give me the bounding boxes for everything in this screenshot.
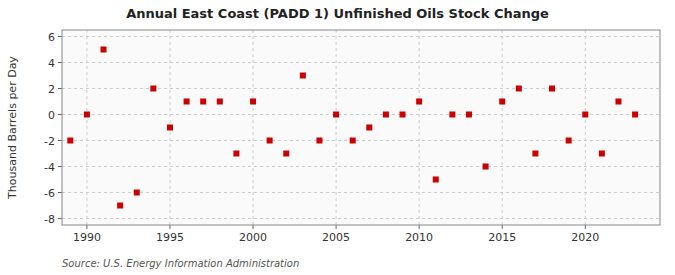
point [466, 112, 472, 118]
point [150, 86, 156, 92]
point [499, 99, 505, 105]
x-tick-label: 2005 [322, 231, 350, 244]
y-tick-label: -2 [44, 135, 55, 148]
x-tick-label: 2015 [488, 231, 516, 244]
x-tick-label: 2010 [405, 231, 433, 244]
point [582, 112, 588, 118]
x-tick-label: 1995 [156, 231, 184, 244]
point [134, 190, 140, 196]
axes: 1990 1995 2000 2005 2010 2015 2020 -8 -6 -4 -2 0 2 4 6 [44, 30, 660, 244]
y-grid-line [62, 218, 660, 219]
x-tick-label: 1990 [73, 231, 101, 244]
source-note: Source: U.S. Energy Information Administ… [62, 258, 299, 269]
chart-svg: 1990 1995 2000 2005 2010 2015 2020 -8 -6 -4 -2 0 2 4 6… [0, 0, 675, 275]
points [67, 47, 638, 209]
point [250, 99, 256, 105]
x-tick-label: 2020 [571, 231, 599, 244]
point [632, 112, 638, 118]
title: Annual East Coast (PADD 1) Unfinished Oi… [126, 6, 549, 21]
point [84, 112, 90, 118]
x-tick [86, 225, 87, 229]
point [167, 125, 173, 131]
y-grid-line [62, 166, 660, 167]
point [200, 99, 206, 105]
y-tick [58, 218, 62, 219]
y-tick-label: 6 [48, 31, 55, 44]
x-tick [419, 225, 420, 229]
point [416, 99, 422, 105]
y-tick [58, 166, 62, 167]
plot-background [62, 30, 660, 225]
y-tick [58, 36, 62, 37]
x-tick [585, 225, 586, 229]
x-grid-line [502, 30, 503, 225]
x-grid-line [585, 30, 586, 225]
point [615, 99, 621, 105]
y-grid-line [62, 114, 660, 115]
y-tick [58, 114, 62, 115]
point [283, 151, 289, 157]
grid [62, 30, 660, 225]
y-tick-label: 4 [48, 57, 55, 70]
point [400, 112, 406, 118]
x-tick [502, 225, 503, 229]
point [217, 99, 223, 105]
y-tick-label: 2 [48, 83, 55, 96]
point [566, 138, 572, 144]
y-tick-label: 0 [48, 109, 55, 122]
x-grid-line [419, 30, 420, 225]
y-tick-label: -6 [44, 187, 55, 200]
y-axis-label: Thousand Barrels per Day [6, 56, 19, 200]
point [383, 112, 389, 118]
x-grid-line [336, 30, 337, 225]
y-tick [58, 192, 62, 193]
point [316, 138, 322, 144]
chart-container: 1990 1995 2000 2005 2010 2015 2020 -8 -6 -4 -2 0 2 4 6… [0, 0, 675, 275]
y-tick-label: -8 [44, 213, 55, 226]
x-tick [169, 225, 170, 229]
point [516, 86, 522, 92]
y-tick-label: -4 [44, 161, 55, 174]
point [599, 151, 605, 157]
x-grid-line [253, 30, 254, 225]
y-tick [58, 62, 62, 63]
point [433, 177, 439, 183]
point [532, 151, 538, 157]
point [117, 203, 123, 209]
y-grid-line [62, 192, 660, 193]
x-grid-line [86, 30, 87, 225]
point [267, 138, 273, 144]
x-tick [253, 225, 254, 229]
x-tick [336, 225, 337, 229]
point [366, 125, 372, 131]
y-tick [58, 140, 62, 141]
point [483, 164, 489, 170]
x-tick-label: 2000 [239, 231, 267, 244]
plot-frame [62, 30, 660, 225]
point [333, 112, 339, 118]
y-grid-line [62, 62, 660, 63]
point [549, 86, 555, 92]
point [300, 73, 306, 79]
y-grid-line [62, 36, 660, 37]
point [184, 99, 190, 105]
point [101, 47, 107, 53]
point [350, 138, 356, 144]
point [233, 151, 239, 157]
point [449, 112, 455, 118]
y-tick [58, 88, 62, 89]
point [67, 138, 73, 144]
